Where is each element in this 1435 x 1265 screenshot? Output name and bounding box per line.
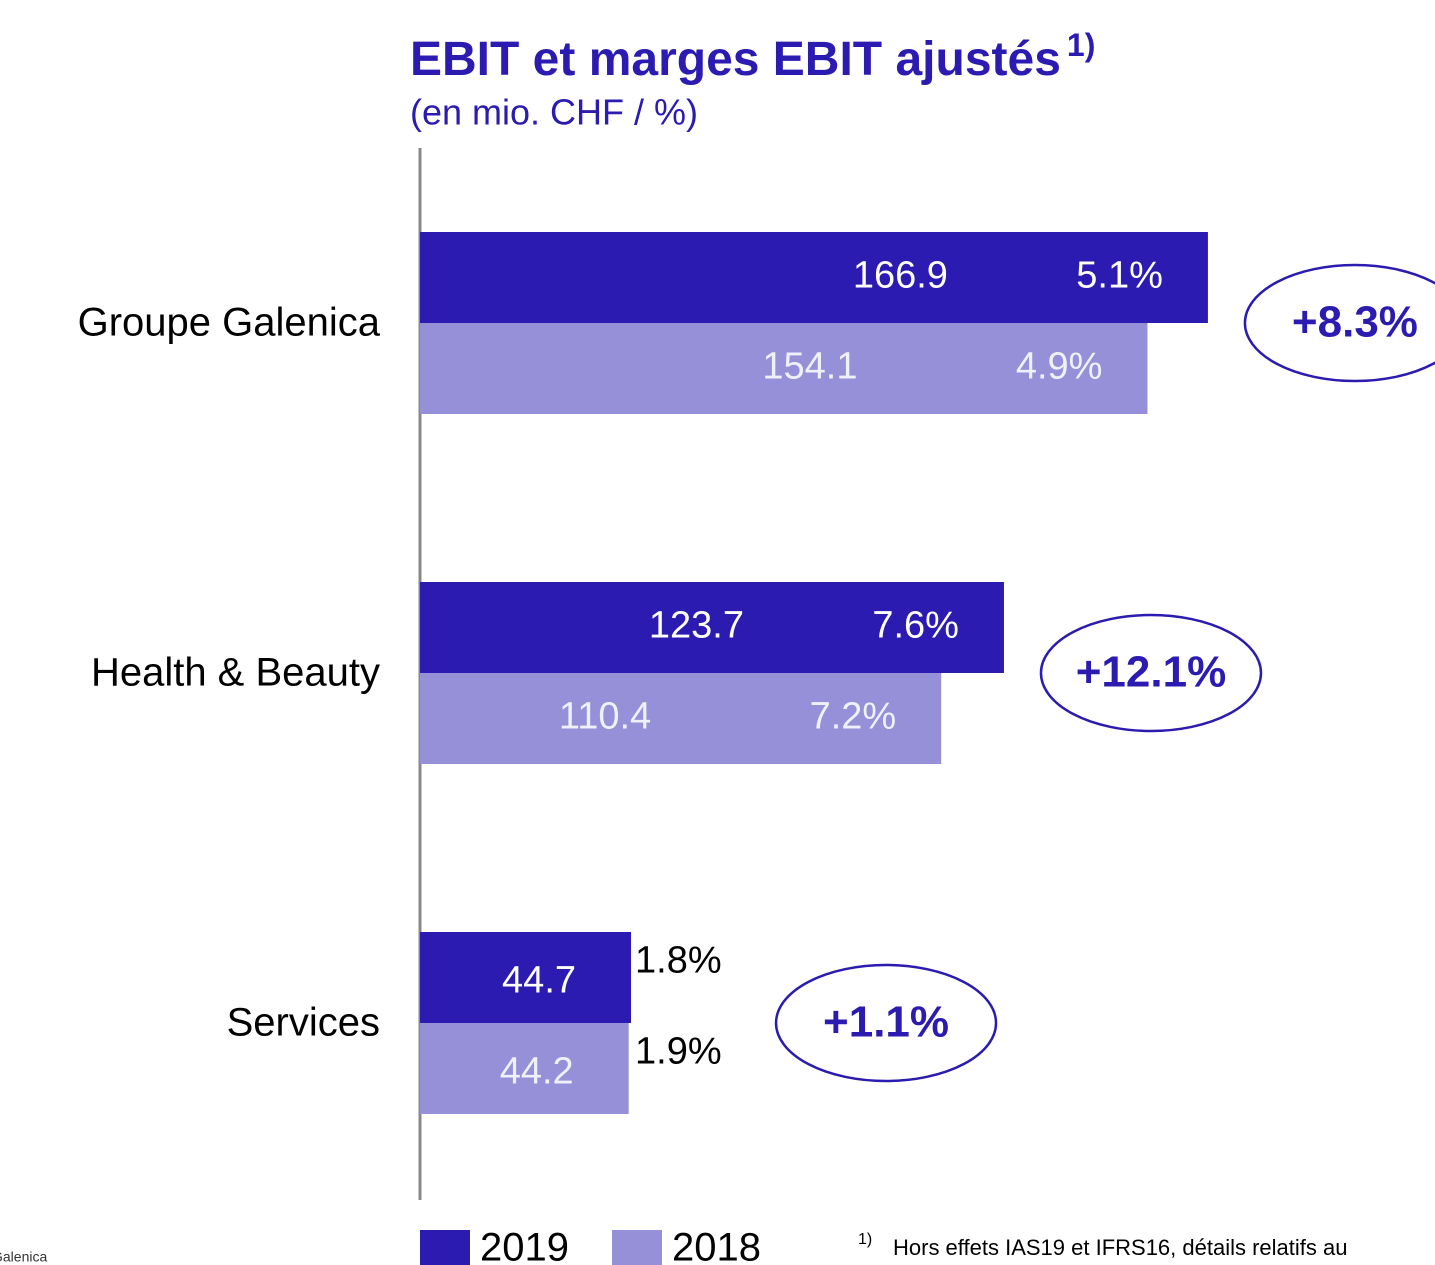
growth-ellipse — [774, 963, 998, 1083]
bar — [420, 582, 1004, 673]
margin-label: 5.1% — [1076, 255, 1163, 297]
margin-label: 1.9% — [635, 1031, 722, 1073]
margin-label: 7.6% — [872, 605, 959, 647]
bar — [420, 1023, 629, 1114]
margin-label: 1.8% — [635, 940, 722, 982]
bar — [420, 323, 1148, 414]
value-label: 110.4 — [559, 696, 651, 738]
growth-ellipse — [1039, 613, 1263, 733]
growth-ellipse — [1243, 263, 1435, 383]
value-label: 44.7 — [502, 960, 576, 1002]
growth-label: +1.1% — [823, 998, 949, 1047]
value-label: 123.7 — [649, 605, 744, 647]
category-label: Health & Beauty — [91, 651, 380, 695]
growth-label: +8.3% — [1292, 298, 1418, 347]
chart-title: EBIT et marges EBIT ajustés 1) — [410, 27, 1095, 85]
category-label: Services — [227, 1001, 380, 1045]
bar — [420, 673, 942, 764]
legend-swatch — [612, 1230, 662, 1265]
legend-label: 2019 — [480, 1226, 569, 1265]
value-label: 154.1 — [762, 346, 857, 388]
footnote-marker: 1) — [858, 1231, 872, 1248]
title-text: EBIT et marges EBIT ajustés — [410, 33, 1061, 86]
category-label: Groupe Galenica — [78, 301, 381, 345]
source: Galenica — [0, 1249, 47, 1265]
footnote: Hors effets IAS19 et IFRS16, détails rel… — [893, 1235, 1347, 1260]
bar — [420, 232, 1208, 323]
chart-subtitle: (en mio. CHF / %) — [410, 92, 698, 133]
legend-label: 2018 — [672, 1226, 761, 1265]
legend-swatch — [420, 1230, 470, 1265]
margin-label: 4.9% — [1016, 346, 1103, 388]
growth-label: +12.1% — [1076, 648, 1226, 697]
value-label: 44.2 — [500, 1051, 574, 1093]
value-label: 166.9 — [853, 255, 948, 297]
bar — [420, 932, 632, 1023]
title-note: 1) — [1067, 27, 1095, 63]
margin-label: 7.2% — [810, 696, 897, 738]
